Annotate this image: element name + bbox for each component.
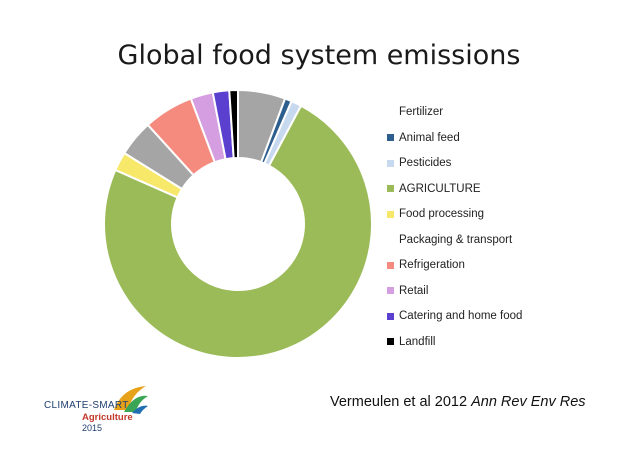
legend-label: Animal feed	[399, 131, 460, 144]
citation: Vermeulen et al 2012 Ann Rev Env Res	[330, 394, 586, 410]
legend-item: Landfill	[387, 334, 435, 350]
leaf-swirl-icon	[114, 386, 148, 414]
logo-text-year: 2015	[82, 423, 103, 433]
legend-item: Pesticides	[387, 155, 451, 171]
legend-swatch	[387, 287, 394, 294]
legend-label: Pesticides	[399, 157, 452, 169]
legend-swatch	[387, 261, 394, 269]
legend-swatch	[387, 338, 394, 345]
legend-item: Packaging & transport	[387, 232, 512, 248]
legend-swatch	[387, 236, 394, 243]
legend-item: Catering and home food	[387, 308, 522, 324]
citation-authors: Vermeulen et al 2012	[330, 394, 472, 410]
legend-swatch	[387, 312, 394, 320]
legend-label: Packaging & transport	[399, 233, 513, 246]
climate-smart-logo: CLIMATE-SMART Agriculture 2015	[44, 384, 154, 436]
donut-slice-landfill	[228, 88, 239, 160]
logo-text-climate-smart: CLIMATE-SMART	[44, 400, 129, 411]
legend-swatch	[387, 134, 394, 141]
legend-label: Retail	[399, 284, 429, 297]
legend-swatch	[387, 109, 394, 116]
chart-title: Global food system emissions	[117, 40, 521, 71]
legend-swatch	[387, 185, 394, 192]
legend-item: Fertilizer	[387, 104, 443, 120]
legend-label: Refrigeration	[399, 259, 465, 271]
legend-item: Animal feed	[387, 130, 460, 146]
legend-label: Fertilizer	[399, 106, 444, 118]
logo-text-agriculture: Agriculture	[82, 412, 133, 423]
legend-item: Refrigeration	[387, 257, 465, 273]
legend-label: Food processing	[399, 208, 485, 220]
legend-item: AGRICULTURE	[387, 181, 481, 197]
legend-swatch	[387, 159, 394, 167]
citation-journal: Ann Rev Env Res	[471, 394, 586, 410]
legend-label: Catering and home food	[399, 310, 523, 322]
legend-swatch	[387, 210, 394, 218]
legend-label: AGRICULTURE	[399, 182, 481, 195]
legend-item: Food processing	[387, 206, 484, 222]
legend-item: Retail	[387, 283, 428, 299]
legend-label: Landfill	[399, 335, 436, 348]
donut-slice-agriculture	[103, 104, 373, 359]
